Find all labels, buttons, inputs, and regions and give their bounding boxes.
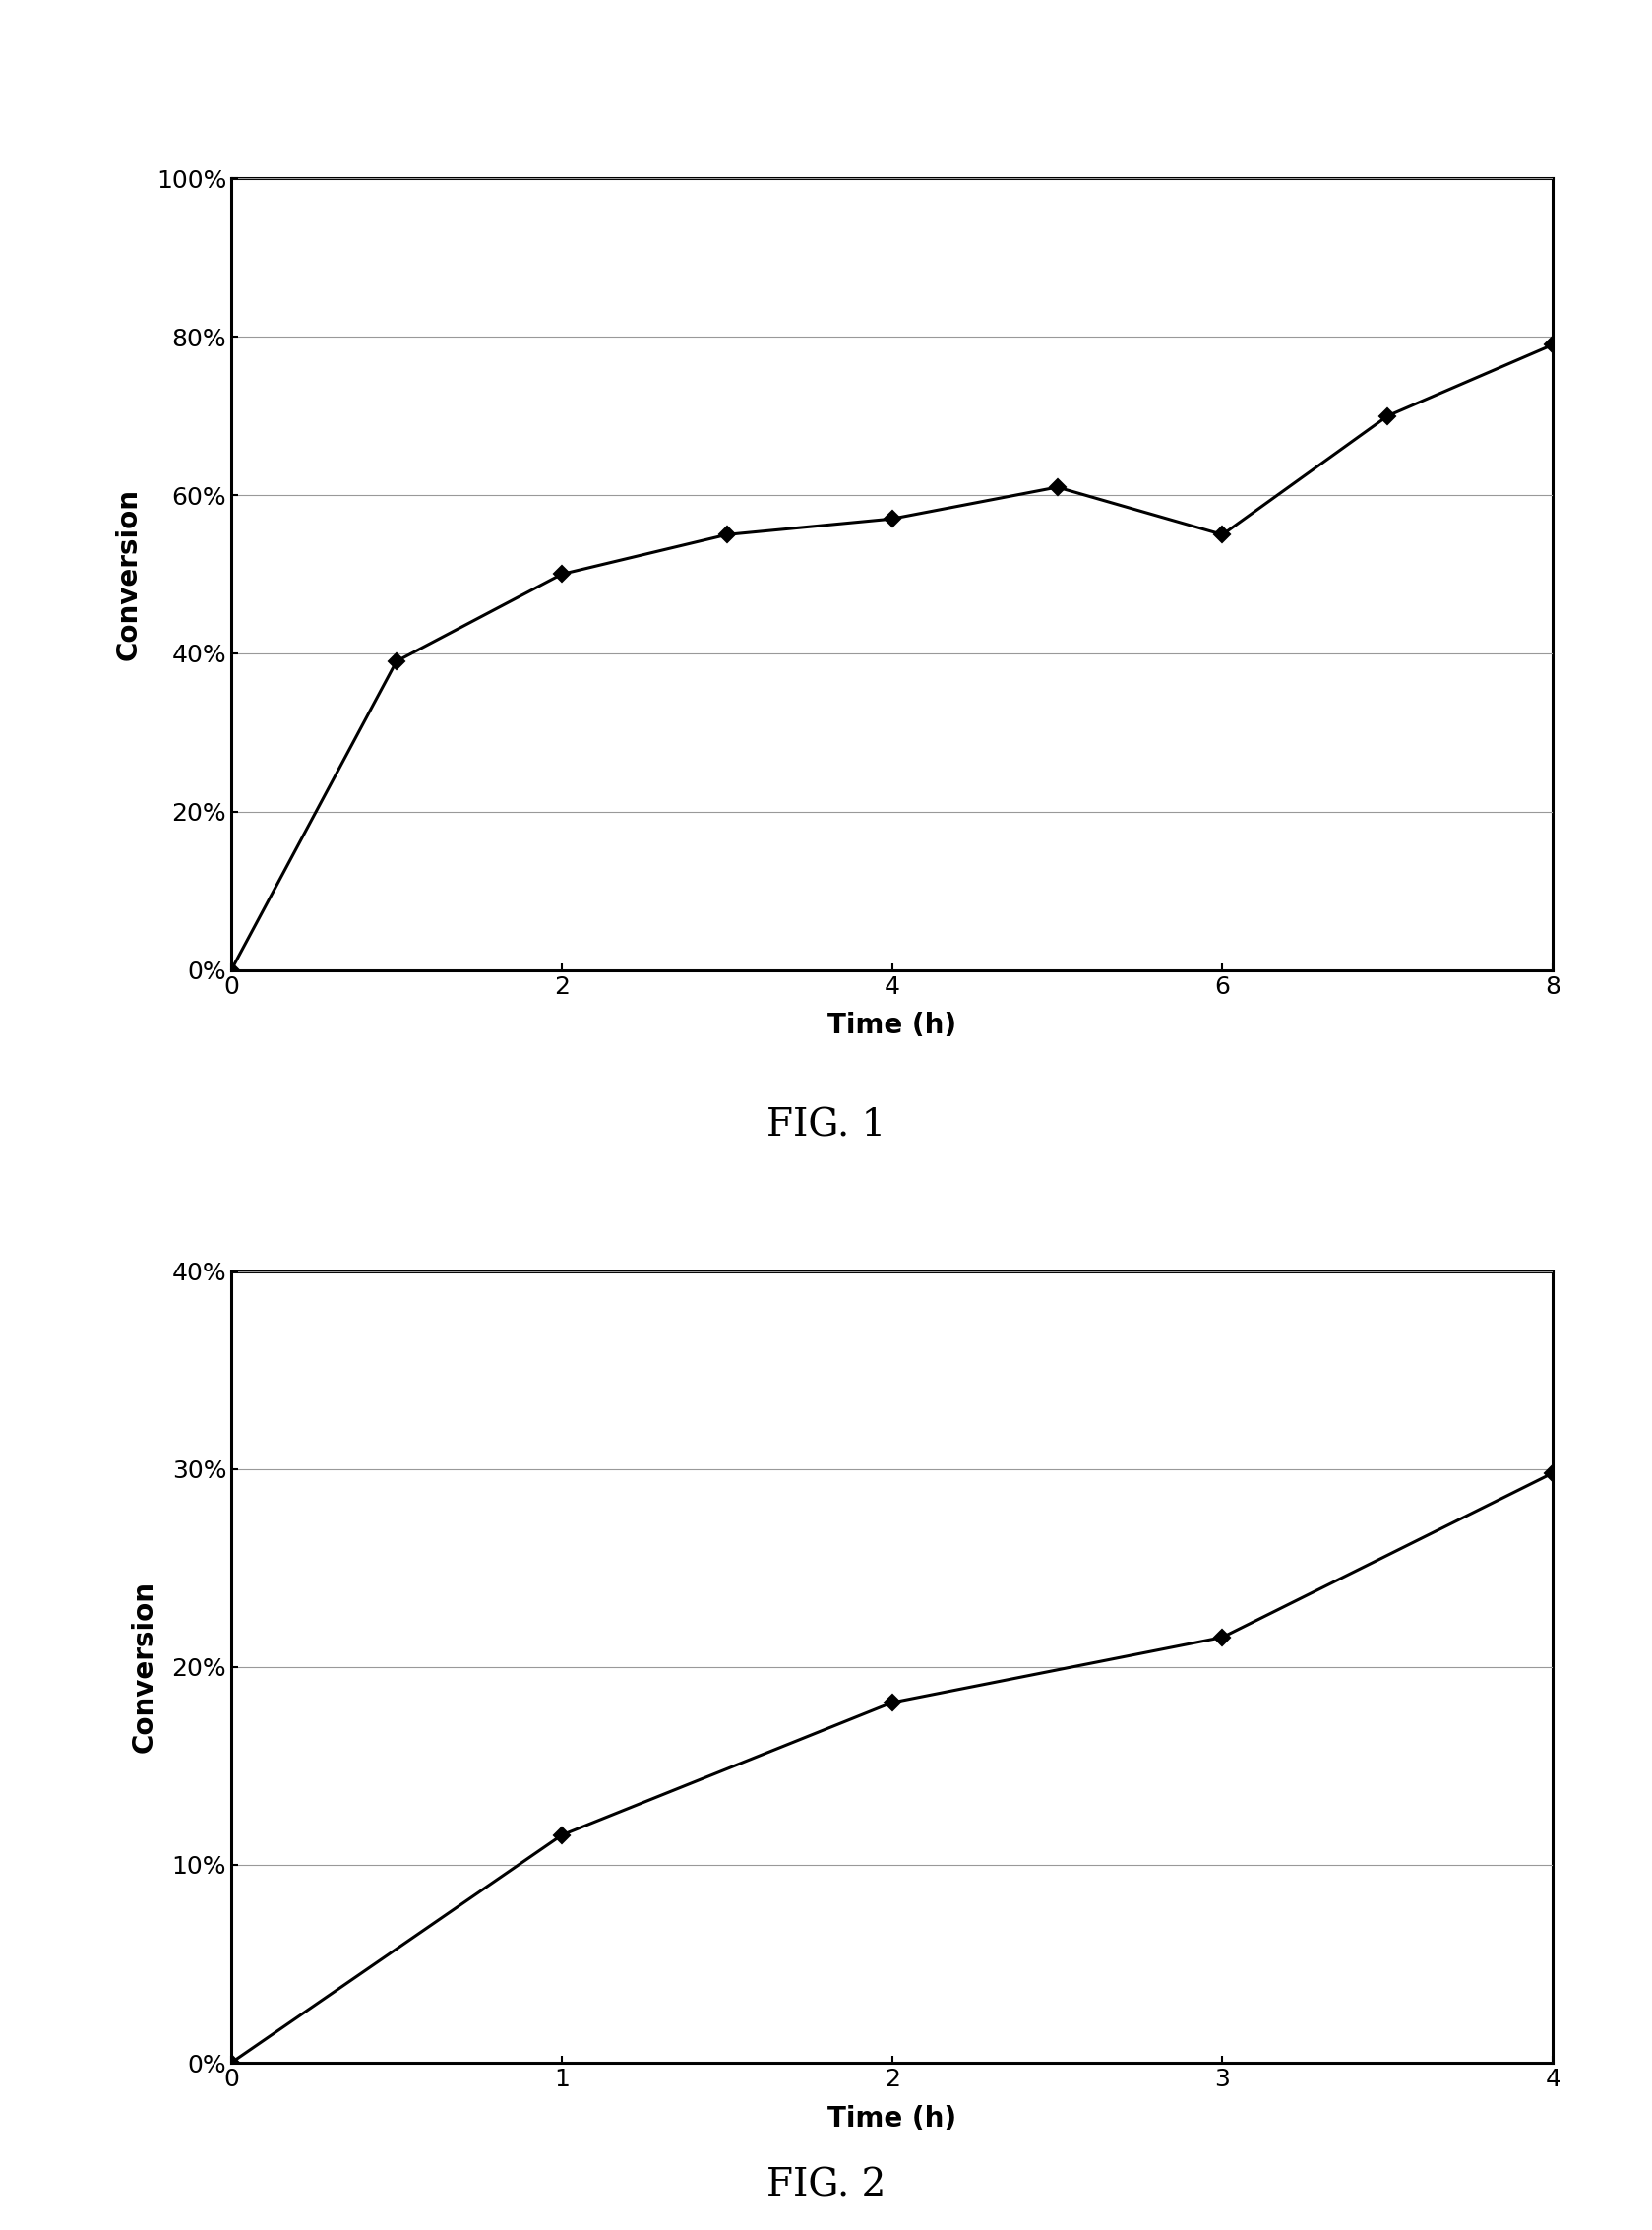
X-axis label: Time (h): Time (h): [828, 1012, 957, 1039]
X-axis label: Time (h): Time (h): [828, 2105, 957, 2132]
Text: FIG. 2: FIG. 2: [767, 2168, 885, 2203]
Text: FIG. 1: FIG. 1: [767, 1108, 885, 1144]
Y-axis label: Conversion: Conversion: [131, 1581, 159, 1753]
Y-axis label: Conversion: Conversion: [116, 488, 142, 660]
